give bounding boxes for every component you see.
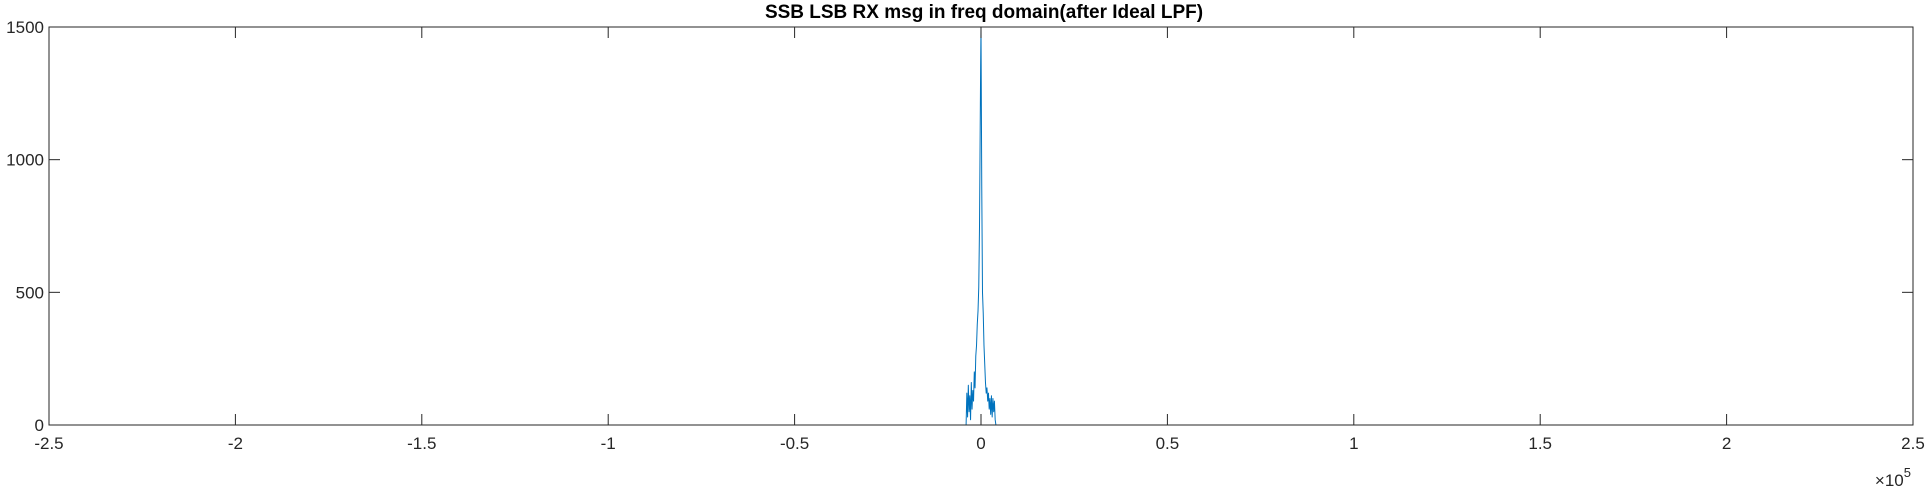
x-tick-label: -1: [601, 434, 616, 453]
y-tick-label: 0: [35, 416, 44, 435]
x-tick-label: 2.5: [1901, 434, 1925, 453]
x-tick-label: -0.5: [780, 434, 809, 453]
x-tick-label: -2: [228, 434, 243, 453]
x-exponent-label: ×105: [1875, 465, 1911, 490]
y-tick-label: 1500: [6, 18, 44, 37]
x-tick-label: 0.5: [1156, 434, 1180, 453]
x-tick-label: 1: [1349, 434, 1358, 453]
labels-layer: -2.5 -2 -1.5 -1 -0.5 0 0.5 1 1.5 2 2.5 0 500 1000 1500…: [6, 18, 1925, 490]
y-tick-label: 1000: [6, 151, 44, 170]
axes-box: [48, 26, 1914, 426]
x-tick-label: 2: [1722, 434, 1731, 453]
chart-title: SSB LSB RX msg in freq domain(after Idea…: [765, 2, 1203, 23]
x-tick-label: -1.5: [407, 434, 436, 453]
x-tick-label: 0: [976, 434, 985, 453]
x-tick-label: 1.5: [1528, 434, 1552, 453]
x-tick-label: -2.5: [34, 434, 63, 453]
y-tick-label: 500: [16, 283, 44, 302]
